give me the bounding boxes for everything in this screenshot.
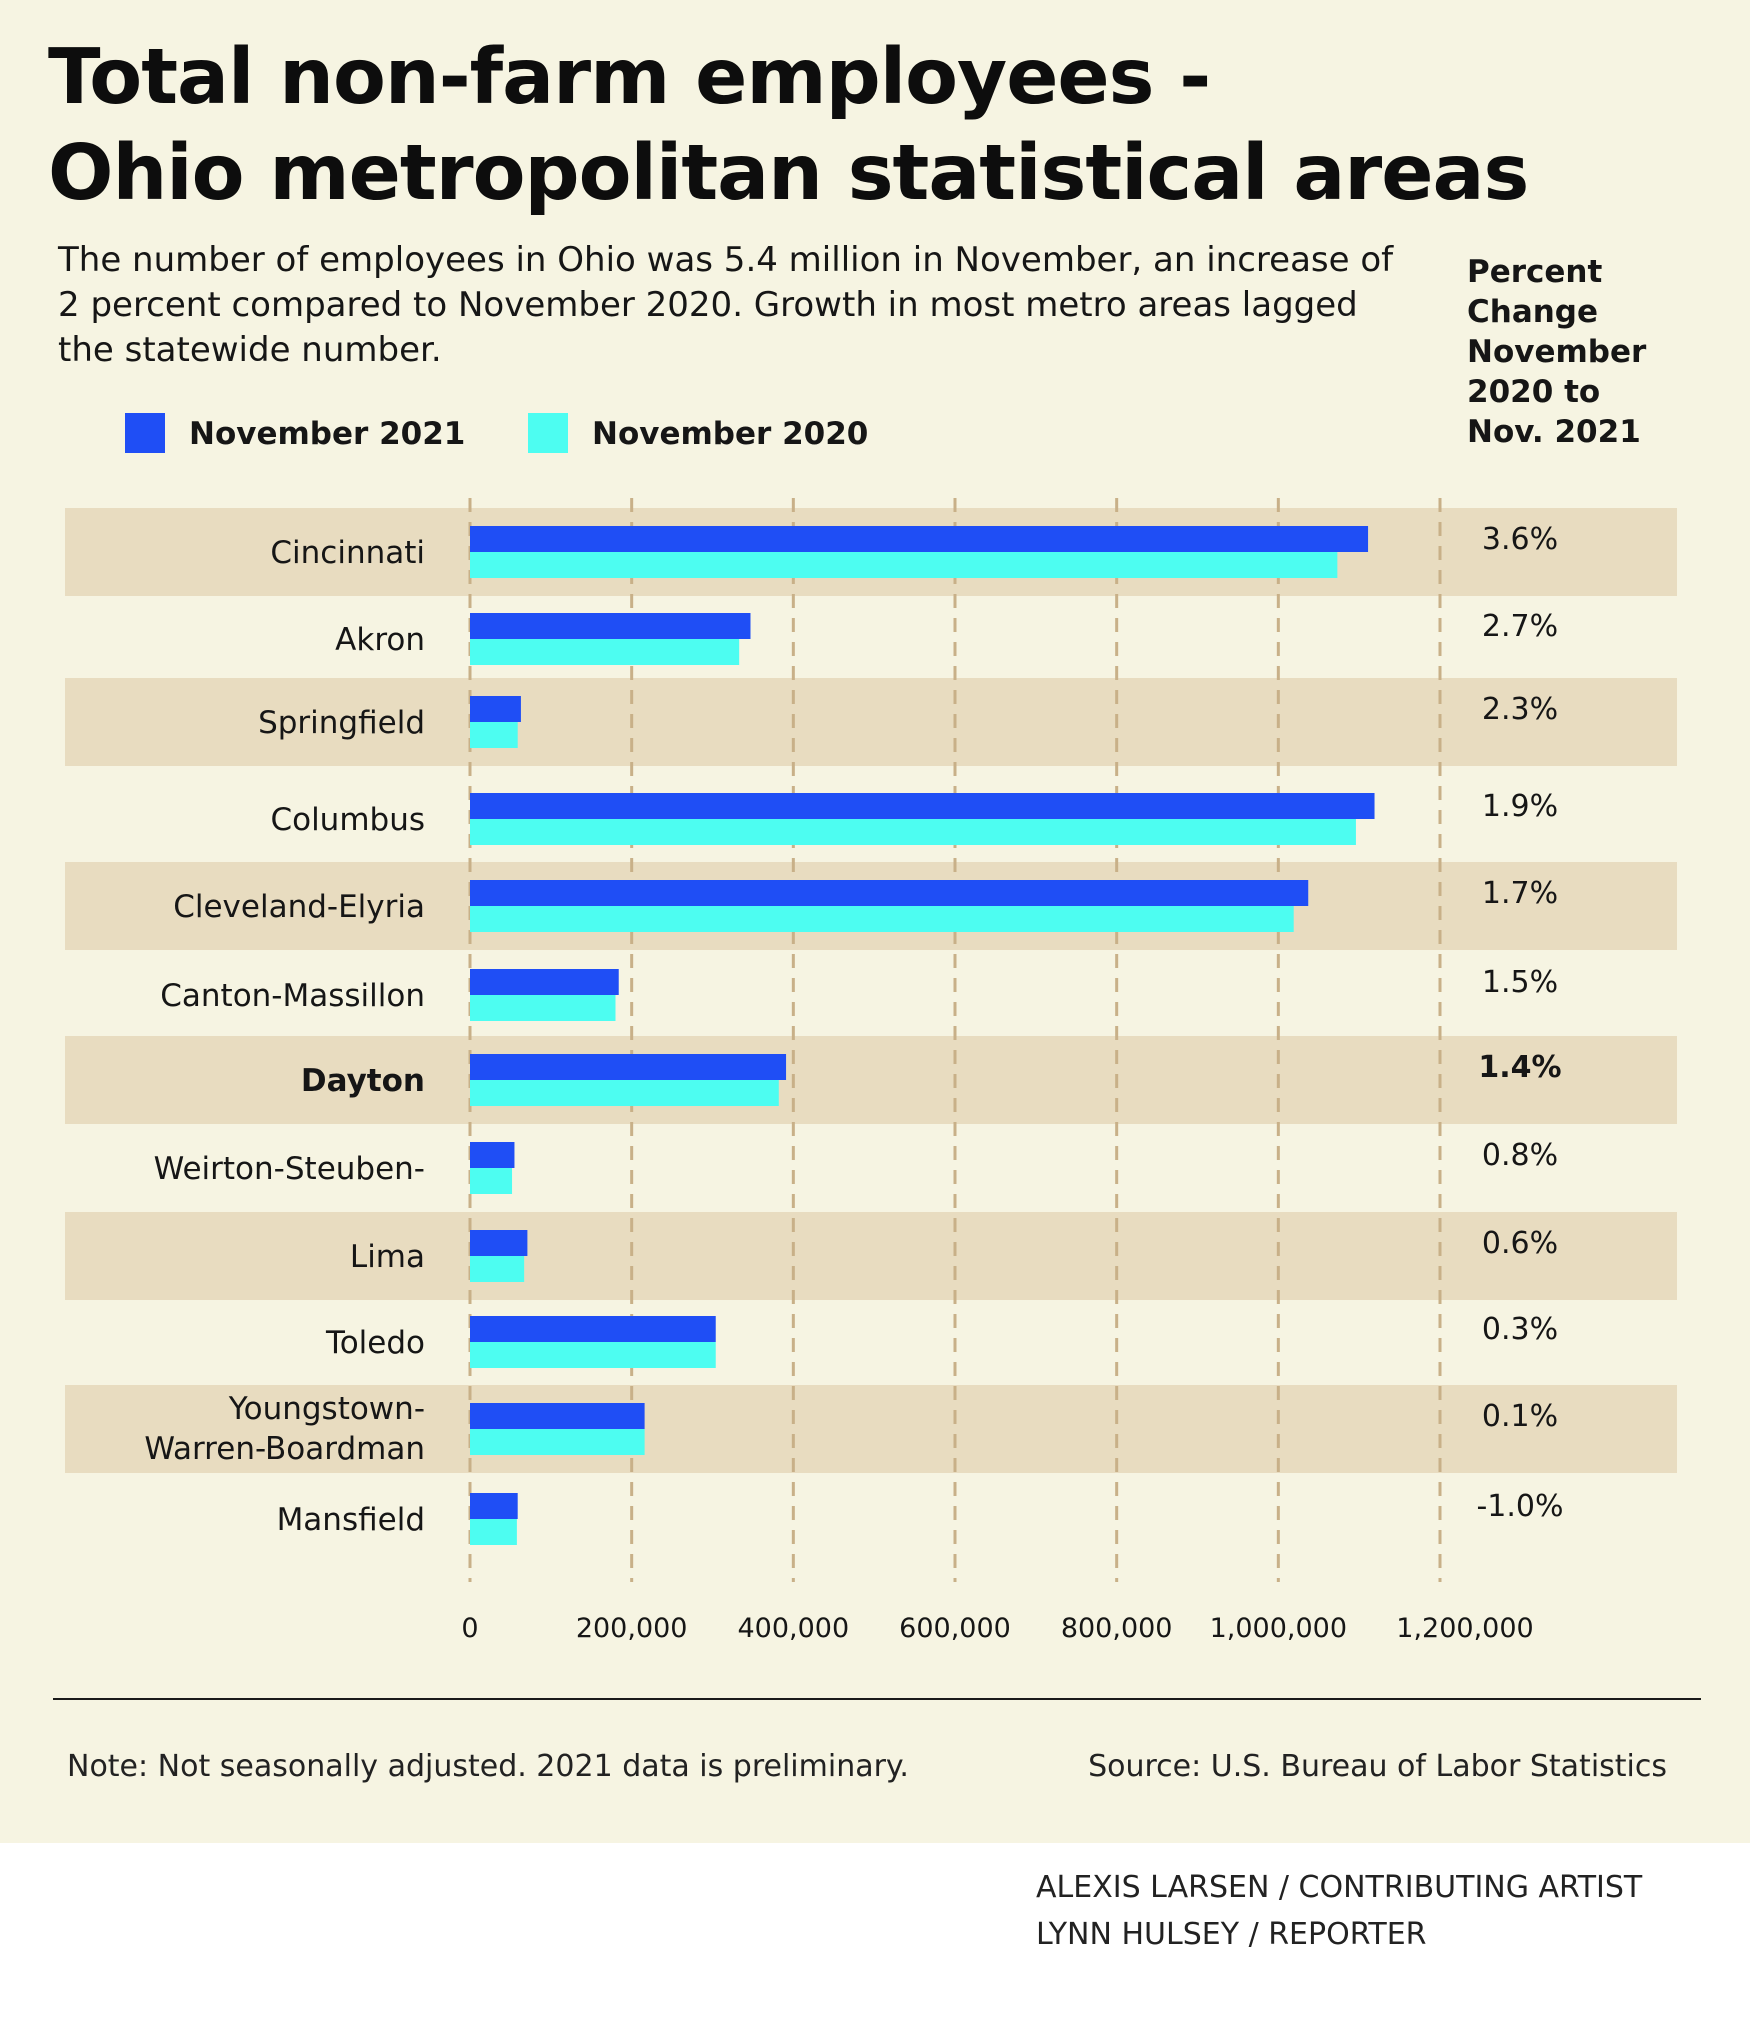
bar-nov-2021 [470, 969, 619, 995]
percent-change-value: 2.7% [1482, 609, 1558, 644]
category-label: Canton-Massillon [160, 978, 425, 1014]
row-band [65, 1212, 1677, 1300]
percent-change-header-line-5: Nov. 2021 [1467, 414, 1641, 450]
x-tick-label: 800,000 [1061, 1613, 1173, 1644]
bar-nov-2020 [470, 1256, 525, 1282]
credit-reporter: LYNN HULSEY / REPORTER [1036, 1917, 1427, 1952]
legend-label-nov-2020: November 2020 [592, 416, 869, 452]
bar-nov-2021 [470, 1230, 528, 1256]
x-tick-label: 1,000,000 [1210, 1613, 1347, 1644]
bar-nov-2020 [470, 1080, 779, 1106]
bar-nov-2020 [470, 639, 740, 665]
bar-nov-2020 [470, 1429, 645, 1455]
percent-change-value: 1.5% [1482, 965, 1558, 1000]
bar-nov-2020 [470, 552, 1338, 578]
percent-change-header: Percent Change November 2020 to Nov. 202… [1467, 252, 1646, 452]
percent-change-header-line-1: Percent [1467, 254, 1603, 290]
category-label-line-2: Warren-Boardman [144, 1431, 425, 1467]
bar-nov-2020 [470, 995, 616, 1021]
credit-artist: ALEXIS LARSEN / CONTRIBUTING ARTIST [1036, 1870, 1643, 1905]
bar-nov-2021 [470, 1054, 787, 1080]
bar-nov-2021 [470, 1403, 645, 1429]
bar-nov-2021 [470, 613, 751, 639]
bar-nov-2021 [470, 1316, 716, 1342]
legend-label-nov-2021: November 2021 [189, 416, 466, 452]
category-label: Mansfield [277, 1502, 425, 1538]
footer-divider [53, 1698, 1701, 1700]
category-label: Akron [335, 622, 425, 658]
bar-nov-2020 [470, 1168, 513, 1194]
chart-title-line-2: Ohio metropolitan statistical areas [48, 129, 1529, 218]
chart-title-line-1: Total non-farm employees - [48, 33, 1211, 122]
x-tick-label: 400,000 [738, 1613, 850, 1644]
bar-chart: Cincinnati 3.6% Akron 2.7% Springfield 2.3% Co… [65, 498, 1677, 1644]
percent-change-value: 3.6% [1482, 522, 1558, 557]
category-label: Cleveland-Elyria [173, 889, 425, 925]
category-label-line-1: Youngstown- [228, 1391, 425, 1427]
x-tick-label: 200,000 [576, 1613, 688, 1644]
source-line: Source: U.S. Bureau of Labor Statistics [1088, 1749, 1667, 1784]
bar-nov-2020 [470, 1342, 716, 1368]
percent-change-value: 2.3% [1482, 692, 1558, 727]
legend-swatch-nov-2020 [528, 413, 568, 453]
percent-change-value: 1.9% [1482, 789, 1558, 824]
percent-change-value: 0.6% [1482, 1226, 1558, 1261]
percent-change-value: 1.7% [1482, 876, 1558, 911]
percent-change-header-line-4: 2020 to [1467, 374, 1601, 410]
bar-nov-2021 [470, 1493, 518, 1519]
x-tick-label: 1,200,000 [1396, 1613, 1533, 1644]
bar-nov-2020 [470, 1519, 517, 1545]
bar-nov-2020 [470, 906, 1294, 932]
category-label: Dayton [301, 1063, 425, 1099]
bar-nov-2021 [470, 1142, 515, 1168]
bar-nov-2021 [470, 880, 1309, 906]
percent-change-header-line-3: November [1467, 334, 1647, 370]
percent-change-value: 0.8% [1482, 1138, 1558, 1173]
row-band [65, 1385, 1677, 1473]
bar-nov-2021 [470, 526, 1369, 552]
credits: ALEXIS LARSEN / CONTRIBUTING ARTIST LYNN… [1036, 1864, 1642, 1958]
chart-title: Total non-farm employees - Ohio metropol… [48, 30, 1529, 222]
category-label: Springfield [258, 705, 425, 741]
percent-change-value: 0.1% [1482, 1399, 1558, 1434]
percent-change-header-line-2: Change [1467, 294, 1599, 330]
row-band [65, 678, 1677, 766]
percent-change-value: 0.3% [1482, 1312, 1558, 1347]
x-tick-label: 600,000 [899, 1613, 1011, 1644]
footnote: Note: Not seasonally adjusted. 2021 data… [67, 1749, 909, 1784]
legend-swatch-nov-2021 [125, 413, 165, 453]
chart-subtitle: The number of employees in Ohio was 5.4 … [58, 240, 1394, 370]
row-band [65, 1036, 1677, 1124]
percent-change-value: -1.0% [1476, 1489, 1563, 1524]
bar-nov-2021 [470, 793, 1375, 819]
bar-nov-2020 [470, 722, 518, 748]
bar-nov-2021 [470, 696, 521, 722]
bar-nov-2020 [470, 819, 1356, 845]
category-label: Lima [350, 1239, 425, 1275]
x-tick-label: 0 [461, 1613, 478, 1644]
percent-change-value: 1.4% [1478, 1050, 1561, 1085]
category-label: Columbus [270, 802, 425, 838]
category-label: Weirton-Steuben- [154, 1151, 425, 1187]
category-label: Toledo [325, 1325, 425, 1361]
category-label: Cincinnati [270, 535, 425, 571]
